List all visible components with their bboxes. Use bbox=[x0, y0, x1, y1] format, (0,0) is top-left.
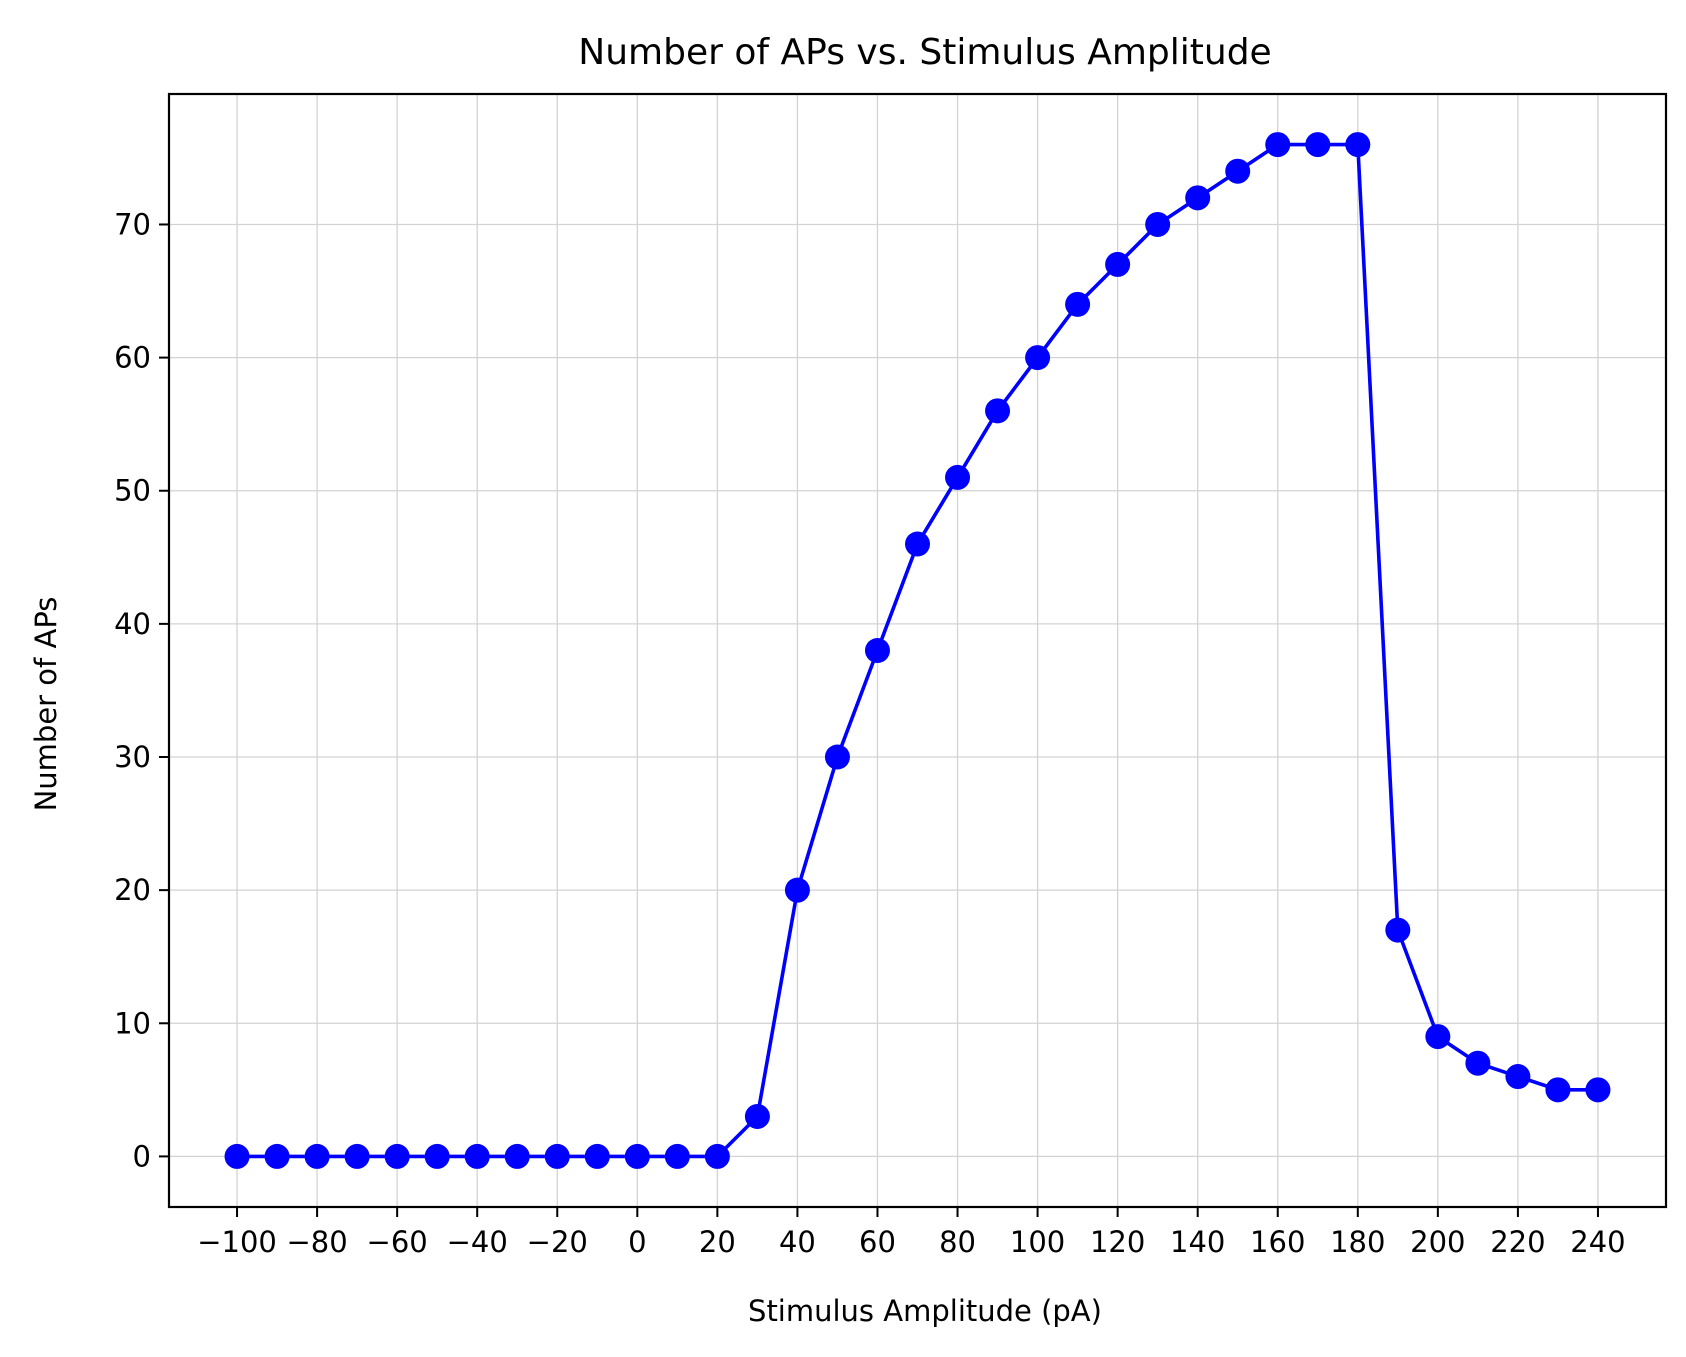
data-point bbox=[264, 1143, 290, 1169]
x-tick-label: 0 bbox=[628, 1225, 646, 1259]
data-point bbox=[624, 1143, 650, 1169]
data-point bbox=[1345, 132, 1371, 158]
data-point bbox=[784, 877, 810, 903]
data-point bbox=[1425, 1024, 1451, 1050]
data-point bbox=[1585, 1077, 1611, 1103]
x-tick-label: −40 bbox=[447, 1225, 508, 1259]
grid bbox=[169, 94, 1666, 1207]
x-tick-label: 220 bbox=[1490, 1225, 1545, 1259]
data-point bbox=[905, 531, 930, 557]
x-tick-label: 240 bbox=[1570, 1225, 1625, 1259]
data-point bbox=[1385, 917, 1411, 943]
x-tick-label: 140 bbox=[1170, 1225, 1225, 1259]
y-tick-label: 30 bbox=[114, 740, 151, 774]
data-point bbox=[1105, 251, 1131, 277]
data-point bbox=[1505, 1064, 1531, 1090]
data-point bbox=[1225, 158, 1251, 184]
data-point bbox=[824, 744, 850, 770]
chart-title: Number of APs vs. Stimulus Amplitude bbox=[578, 32, 1271, 73]
plot-frame bbox=[167, 92, 1668, 1209]
x-tick-label: 60 bbox=[859, 1225, 896, 1259]
series-layer bbox=[224, 132, 1611, 1169]
data-point bbox=[1145, 211, 1171, 237]
y-tick-label: 40 bbox=[114, 607, 151, 641]
data-point bbox=[864, 638, 890, 663]
data-point bbox=[464, 1143, 490, 1169]
x-tick-label: 120 bbox=[1090, 1225, 1145, 1259]
y-tick-label: 70 bbox=[114, 207, 151, 241]
x-tick-label: 180 bbox=[1330, 1225, 1385, 1259]
x-tick-label: 160 bbox=[1250, 1225, 1305, 1259]
x-tick-label: 20 bbox=[699, 1225, 736, 1259]
ticks: −100 −80 −60 −40 −20 0 20 40 60 80 100 120 140 160 180… bbox=[114, 207, 1626, 1259]
data-point bbox=[1545, 1077, 1571, 1103]
x-tick-label: 40 bbox=[779, 1225, 816, 1259]
y-axis-label: Number of APs bbox=[29, 597, 63, 812]
x-tick-label: −100 bbox=[197, 1225, 277, 1259]
data-point bbox=[424, 1143, 450, 1169]
data-point bbox=[704, 1143, 730, 1169]
data-point bbox=[1465, 1050, 1491, 1076]
data-point bbox=[584, 1143, 610, 1169]
data-point bbox=[544, 1143, 570, 1169]
y-tick-label: 50 bbox=[114, 474, 151, 508]
data-point bbox=[1305, 132, 1331, 158]
y-tick-label: 20 bbox=[114, 873, 151, 907]
data-point bbox=[304, 1143, 330, 1169]
data-point bbox=[384, 1143, 410, 1169]
data-point bbox=[1185, 185, 1211, 211]
y-tick-label: 60 bbox=[114, 341, 151, 375]
data-point bbox=[344, 1143, 370, 1169]
x-axis-label: Stimulus Amplitude (pA) bbox=[748, 1294, 1102, 1328]
x-tick-label: −60 bbox=[367, 1225, 428, 1259]
data-point bbox=[1265, 132, 1291, 158]
y-tick-label: 0 bbox=[133, 1139, 151, 1173]
data-point bbox=[1065, 291, 1091, 317]
data-point bbox=[985, 398, 1011, 424]
data-point bbox=[1025, 345, 1051, 371]
x-tick-label: 80 bbox=[939, 1225, 976, 1259]
data-point bbox=[744, 1103, 770, 1129]
data-point bbox=[945, 464, 971, 490]
x-tick-label: 200 bbox=[1410, 1225, 1465, 1259]
data-point bbox=[664, 1143, 690, 1169]
y-tick-label: 10 bbox=[114, 1006, 151, 1040]
data-point bbox=[224, 1143, 250, 1169]
x-tick-label: 100 bbox=[1010, 1225, 1065, 1259]
x-tick-label: −20 bbox=[527, 1225, 588, 1259]
x-tick-label: −80 bbox=[286, 1225, 347, 1259]
data-point bbox=[504, 1143, 530, 1169]
